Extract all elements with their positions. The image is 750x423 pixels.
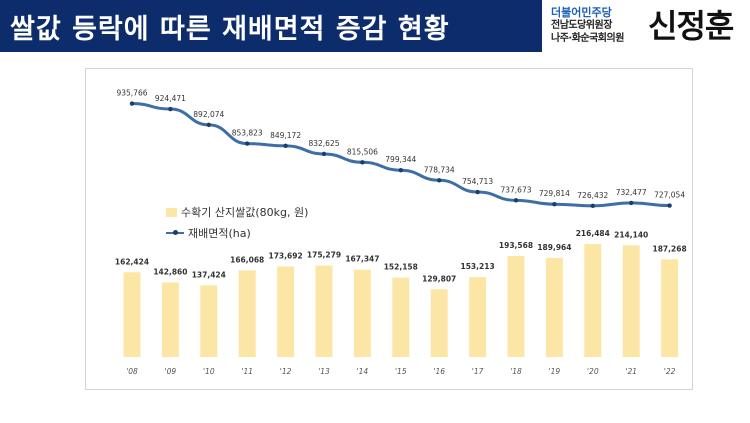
area-point (360, 160, 365, 165)
price-data-label: 162,424 (115, 257, 149, 266)
area-data-label: 892,074 (193, 110, 224, 119)
area-point (475, 189, 480, 195)
area-data-label: 935,766 (116, 89, 147, 98)
price-bar (469, 277, 487, 357)
area-data-label: 737,673 (500, 185, 531, 194)
area-point (398, 168, 403, 173)
area-data-label: 799,344 (385, 155, 416, 164)
price-data-label: 129,807 (422, 274, 456, 283)
x-tick-label: '14 (357, 367, 369, 376)
representative-name: 신정훈 (648, 7, 734, 45)
legend-label-price: 수확기 산지쌀값(80kg, 원) (181, 206, 309, 219)
area-point (513, 198, 519, 203)
area-data-label: 849,172 (270, 131, 301, 140)
area-data-label: 729,814 (539, 189, 570, 198)
party-role: 전남도당위원장 (551, 20, 612, 31)
x-tick-label: '19 (549, 367, 561, 376)
price-data-label: 137,424 (192, 270, 226, 279)
page-title: 쌀값 등락에 따른 재배면적 증감 현황 (0, 0, 542, 52)
price-data-label: 167,347 (345, 255, 379, 264)
affiliation-block: 더불어민주당 전남도당위원장 나주·화순국회의원 (551, 6, 643, 48)
legend-line-swatch (166, 230, 184, 235)
price-data-label: 152,158 (384, 263, 418, 272)
legend-bar-swatch (166, 207, 177, 217)
x-tick-label: '09 (165, 367, 177, 376)
price-bar (238, 270, 256, 357)
price-bar (392, 277, 410, 357)
price-bar (200, 285, 218, 357)
header: 쌀값 등락에 따른 재배면적 증감 현황 더불어민주당 전남도당위원장 나주·화… (0, 0, 750, 52)
price-bar (661, 259, 679, 357)
area-point (552, 202, 557, 207)
area-data-label: 778,734 (424, 165, 455, 174)
area-data-label: 726,432 (577, 191, 608, 200)
x-tick-label: '20 (587, 367, 599, 376)
area-point (590, 203, 595, 209)
x-tick-label: '12 (280, 367, 292, 376)
area-point (245, 141, 250, 146)
area-point (667, 203, 672, 208)
legend-item-area: 재배면적(ha) (166, 225, 251, 241)
area-point (321, 151, 327, 157)
price-bar (277, 266, 295, 357)
price-bar (353, 269, 371, 357)
x-tick-label: '15 (395, 367, 407, 376)
area-point (283, 143, 288, 149)
area-data-label: 727,054 (654, 191, 685, 200)
x-tick-label: '16 (433, 367, 445, 376)
constituency-role: 나주·화순국회의원 (551, 33, 624, 44)
area-data-label: 853,823 (232, 129, 263, 138)
area-data-label: 732,477 (616, 188, 647, 197)
legend-item-price: 수확기 산지쌀값(80kg, 원) (166, 204, 308, 220)
x-tick-label: '08 (126, 367, 138, 376)
chart-panel: 162,424 142,860 137,424 166,068 173,692 175,2… (85, 68, 693, 390)
party-name: 더불어민주당 (551, 6, 612, 19)
area-data-label: 924,471 (155, 94, 186, 103)
price-data-label: 153,213 (461, 262, 495, 271)
x-tick-label: '22 (664, 367, 676, 376)
price-data-label: 187,268 (653, 244, 687, 253)
x-tick-label: '18 (510, 367, 522, 376)
price-bar (507, 256, 525, 357)
x-tick-label: '11 (241, 367, 253, 376)
area-data-label: 754,713 (462, 177, 493, 186)
price-data-label: 173,692 (269, 251, 303, 260)
price-bar (545, 257, 563, 357)
price-bar (622, 245, 640, 357)
area-point (168, 106, 173, 112)
area-point (437, 178, 442, 183)
x-tick-label: '13 (318, 367, 330, 376)
price-bar (584, 244, 602, 357)
price-data-label: 142,860 (153, 267, 187, 276)
legend-label-area: 재배면적(ha) (188, 227, 251, 240)
price-data-label: 175,279 (307, 251, 341, 260)
combo-chart: 162,424 142,860 137,424 166,068 173,692 175,2… (115, 89, 687, 376)
price-data-label: 166,068 (230, 255, 264, 264)
area-point (629, 200, 634, 206)
area-data-label: 832,625 (308, 139, 339, 148)
price-bar (430, 289, 448, 357)
price-data-label: 193,568 (499, 241, 533, 250)
x-tick-label: '17 (472, 367, 484, 376)
price-data-label: 214,140 (614, 230, 648, 239)
price-data-label: 216,484 (576, 229, 610, 238)
area-data-label: 815,506 (347, 147, 378, 156)
area-point (206, 122, 211, 128)
x-tick-label: '10 (203, 367, 215, 376)
price-bar (123, 272, 141, 357)
price-data-label: 189,964 (537, 243, 571, 252)
price-bar (315, 265, 333, 357)
area-point (129, 101, 135, 106)
price-bar (161, 282, 179, 357)
x-tick-label: '21 (625, 367, 637, 376)
